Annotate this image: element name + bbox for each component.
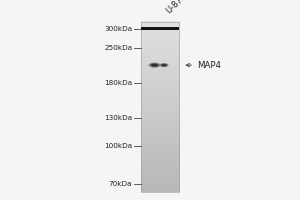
Text: 70kDa: 70kDa bbox=[109, 181, 132, 187]
Text: 250kDa: 250kDa bbox=[104, 45, 132, 51]
Text: 100kDa: 100kDa bbox=[104, 143, 132, 149]
Ellipse shape bbox=[148, 63, 160, 68]
Text: MAP4: MAP4 bbox=[186, 61, 221, 70]
Ellipse shape bbox=[160, 63, 169, 67]
Text: 130kDa: 130kDa bbox=[104, 115, 132, 121]
Ellipse shape bbox=[151, 64, 158, 67]
Text: 300kDa: 300kDa bbox=[104, 26, 132, 32]
Bar bbox=[141, 27, 179, 30]
Text: 180kDa: 180kDa bbox=[104, 80, 132, 86]
Text: U-87MG: U-87MG bbox=[164, 0, 194, 16]
Ellipse shape bbox=[161, 64, 167, 66]
